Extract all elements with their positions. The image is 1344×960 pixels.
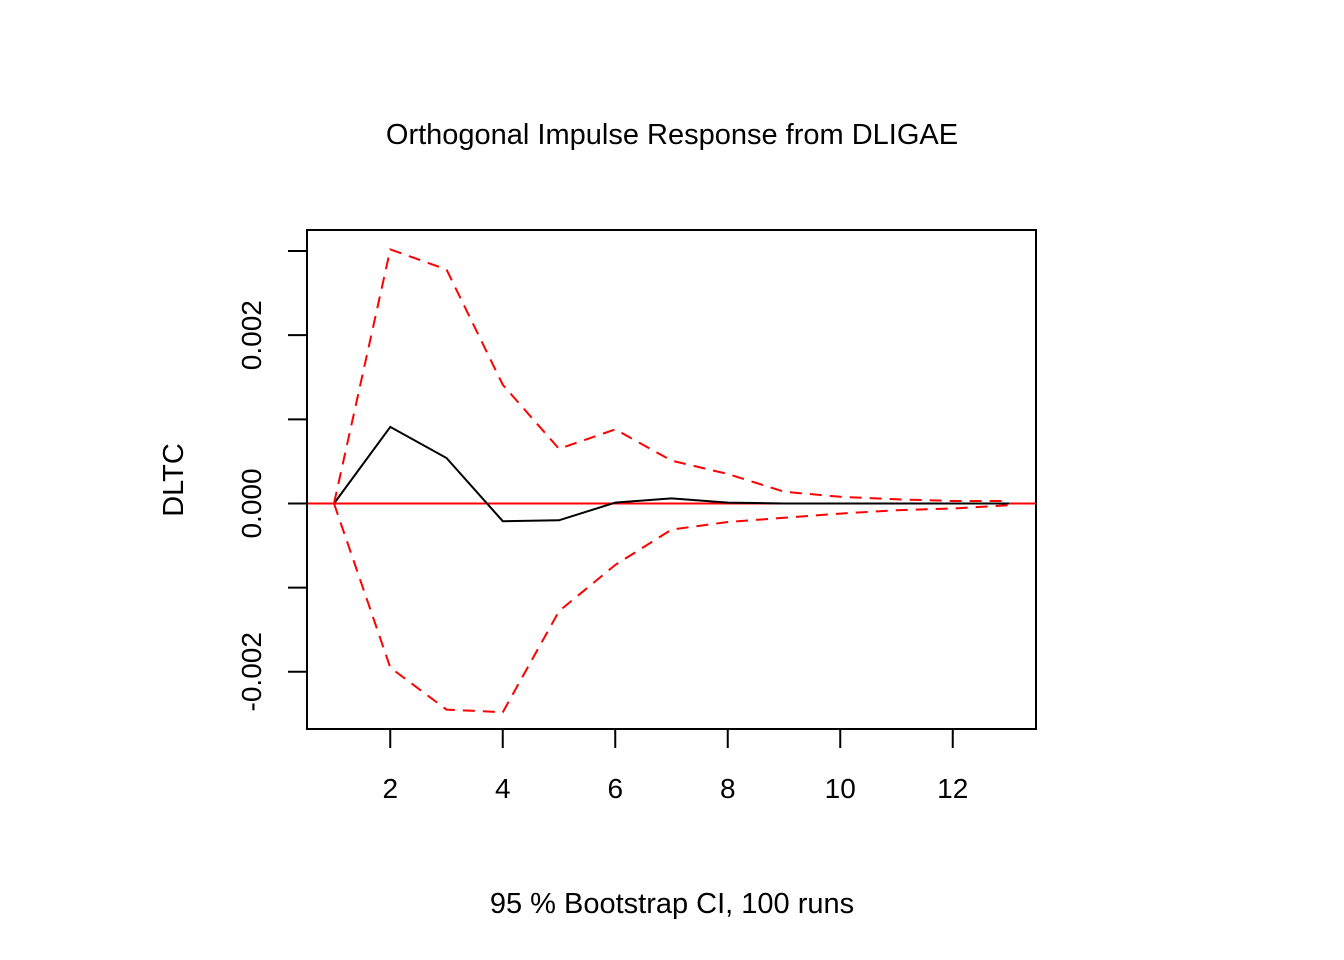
- plot-frame: [306, 229, 1037, 730]
- x-tick-label: 4: [495, 773, 511, 804]
- x-tick-label: 2: [382, 773, 398, 804]
- chart-title: Orthogonal Impulse Response from DLIGAE: [386, 119, 958, 151]
- plot-area: [307, 248, 1036, 714]
- y-axis-label: DLTC: [158, 443, 190, 517]
- x-axis: 2 4 6 8 10 12: [382, 728, 968, 804]
- x-tick-label: 6: [607, 773, 623, 804]
- upper-ci-line: [333, 248, 1009, 504]
- series-layer: [333, 248, 1010, 714]
- response-line: [333, 425, 1009, 523]
- lower-ci-line: [333, 503, 1010, 714]
- y-tick-label: 0.002: [236, 300, 267, 370]
- y-tick-label: -0.002: [236, 632, 267, 711]
- x-tick-label: 8: [720, 773, 736, 804]
- y-axis: -0.002 0.000 0.002: [236, 250, 308, 711]
- x-tick-label: 12: [937, 773, 968, 804]
- y-tick-label: 0.000: [236, 468, 267, 538]
- x-axis-label: 95 % Bootstrap CI, 100 runs: [490, 888, 854, 920]
- x-tick-label: 10: [825, 773, 856, 804]
